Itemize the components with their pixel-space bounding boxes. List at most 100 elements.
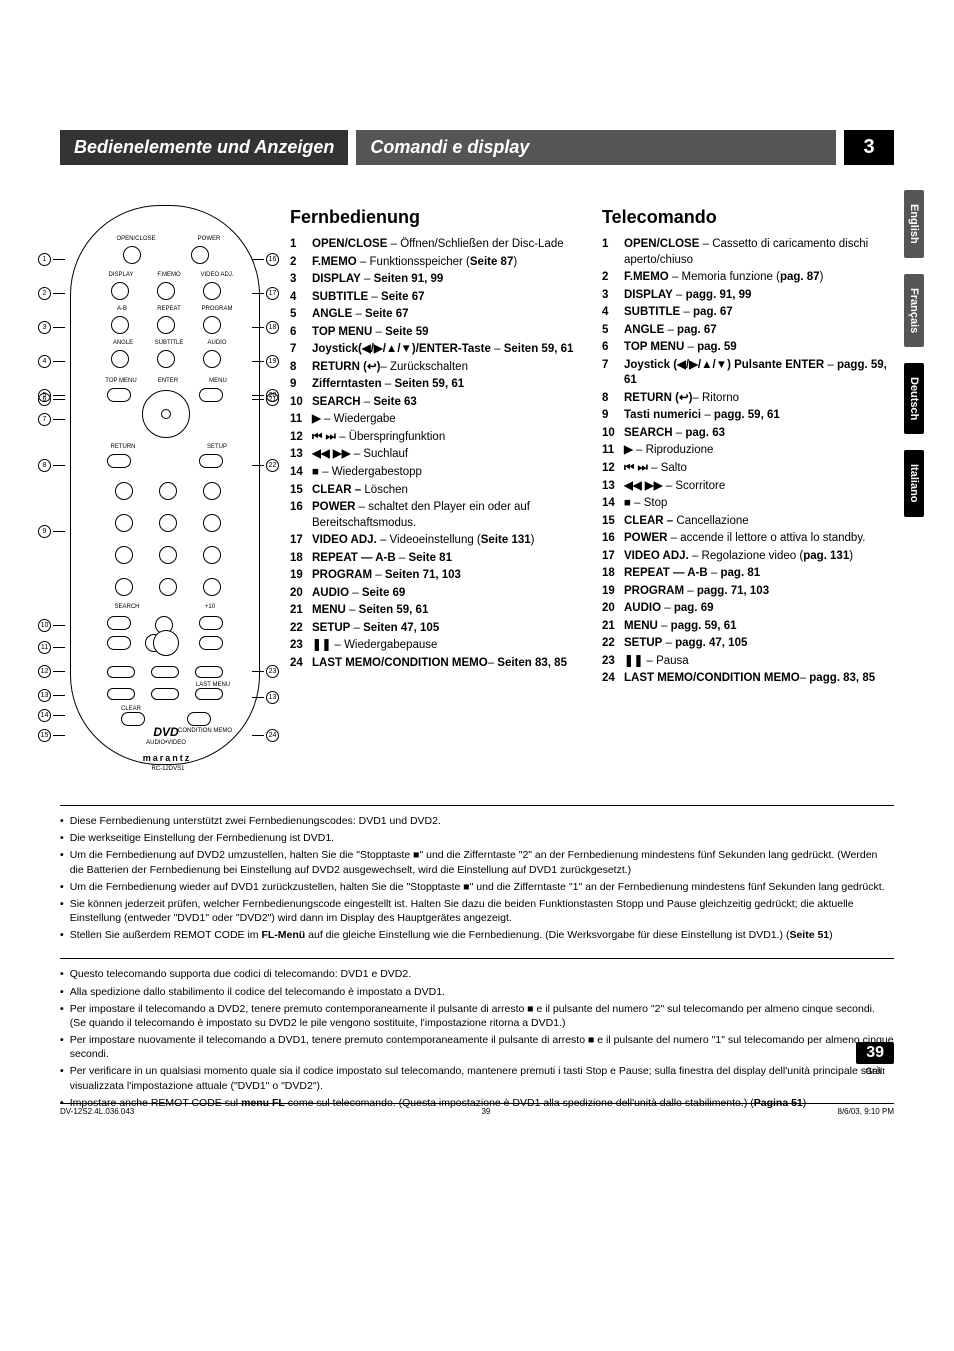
callout-left: 14 [38, 709, 65, 722]
remote-button [151, 666, 179, 678]
remote-button [187, 712, 211, 726]
legend-item: 6TOP MENU – pag. 59 [602, 340, 894, 356]
legend-item: 13◀◀ ▶▶ – Suchlauf [290, 447, 582, 463]
remote-label: ANGLE [105, 340, 141, 346]
legend-item: 9Tasti numerici – pagg. 59, 61 [602, 408, 894, 424]
legend-item: 19PROGRAM – pagg. 71, 103 [602, 584, 894, 600]
remote-button [203, 482, 221, 500]
remote-button [107, 666, 135, 678]
remote-label: OPEN/CLOSE [111, 236, 161, 242]
legend-item: 17VIDEO ADJ. – Videoeinstellung (Seite 1… [290, 533, 582, 549]
remote-button [191, 246, 209, 264]
remote-label: +10 [195, 604, 225, 610]
remote-label: RETURN [103, 444, 143, 450]
remote-button [107, 616, 131, 630]
remote-label: AUDIO•VIDEO [141, 740, 191, 746]
legend-item: 18REPEAT — A-B – pag. 81 [602, 566, 894, 582]
callout-left: 8 [38, 459, 65, 472]
lang-tab-italiano: Italiano [904, 450, 924, 517]
note-item: Per impostare nuovamente il telecomando … [60, 1033, 894, 1061]
legend-item: 2F.MEMO – Funktionsspeicher (Seite 87) [290, 255, 582, 271]
legend-item: 7Joystick(◀/▶/▲/▼)/ENTER-Taste – Seiten … [290, 342, 582, 358]
remote-label: SUBTITLE [147, 340, 191, 346]
remote-drawing: OPEN/CLOSEPOWERDISPLAYF.MEMOVIDEO ADJ.A-… [70, 205, 260, 765]
remote-button [203, 350, 221, 368]
legend-item: 12⏮ ⏭ – Salto [602, 461, 894, 477]
legend-item: 11▶ – Riproduzione [602, 443, 894, 459]
callout-left: 11 [38, 641, 65, 654]
legend-item: 8RETURN (↩)– Ritorno [602, 391, 894, 407]
remote-button [199, 636, 223, 650]
remote-button [199, 388, 223, 402]
legend-item: 14■ – Wiedergabestopp [290, 465, 582, 481]
remote-button [115, 578, 133, 596]
callout-left: 15 [38, 729, 65, 742]
remote-button [111, 282, 129, 300]
remote-button [157, 316, 175, 334]
remote-label: ENTER [151, 378, 185, 384]
remote-button [157, 350, 175, 368]
remote-button [151, 688, 179, 700]
legend-item: 4SUBTITLE – pag. 67 [602, 305, 894, 321]
remote-label: SEARCH [107, 604, 147, 610]
callout-left: 6 [38, 393, 65, 406]
callout-right: 18 [252, 321, 279, 334]
remote-label: REPEAT [149, 306, 189, 312]
lang-tab-français: Français [904, 274, 924, 347]
legend-item: 4SUBTITLE – Seite 67 [290, 290, 582, 306]
remote-label: MENU [201, 378, 235, 384]
remote-label: RC-12DVS1 [143, 766, 193, 772]
remote-button [195, 688, 223, 700]
notes-german: Diese Fernbedienung unterstützt zwei Fer… [60, 805, 894, 942]
main-columns: 123456789101112131415 OPEN/CLOSEPOWERDIS… [60, 205, 894, 765]
legend-list-de: 1OPEN/CLOSE – Öffnen/Schließen der Disc-… [290, 237, 582, 671]
callout-right: 17 [252, 287, 279, 300]
remote-label: LAST MENU [193, 682, 233, 688]
legend-item: 20AUDIO – Seite 69 [290, 586, 582, 602]
remote-button [115, 482, 133, 500]
remote-button [199, 616, 223, 630]
legend-item: 24LAST MEMO/CONDITION MEMO– Seiten 83, 8… [290, 656, 582, 672]
footer-doc-id: DV-12S2.4L.036.043 [60, 1107, 134, 1116]
remote-button [203, 282, 221, 300]
legend-item: 23❚❚ – Wiedergabepause [290, 638, 582, 654]
remote-button [111, 316, 129, 334]
legend-item: 22SETUP – Seiten 47, 105 [290, 621, 582, 637]
note-item: Questo telecomando supporta due codici d… [60, 967, 894, 981]
remote-label: TOP MENU [99, 378, 143, 384]
callout-right: 24 [252, 729, 279, 742]
page: Bedienelemente und Anzeigen Comandi e di… [0, 0, 954, 1186]
remote-diagram-column: 123456789101112131415 OPEN/CLOSEPOWERDIS… [60, 205, 270, 765]
legend-german: Fernbedienung 1OPEN/CLOSE – Öffnen/Schli… [290, 205, 582, 765]
legend-item: 7Joystick (◀/▶/▲/▼) Pulsante ENTER – pag… [602, 358, 894, 389]
note-item: Alla spedizione dallo stabilimento il co… [60, 985, 894, 999]
remote-button [115, 546, 133, 564]
legend-item: 15CLEAR – Cancellazione [602, 514, 894, 530]
remote-button [115, 514, 133, 532]
legend-item: 20AUDIO – pag. 69 [602, 601, 894, 617]
remote-label: DVD [141, 726, 191, 738]
legend-item: 3DISPLAY – Seiten 91, 99 [290, 272, 582, 288]
callout-left: 4 [38, 355, 65, 368]
note-item: Per verificare in un qualsiasi momento q… [60, 1064, 894, 1092]
remote-button [107, 688, 135, 700]
legend-item: 14■ – Stop [602, 496, 894, 512]
remote-button [203, 514, 221, 532]
remote-button [111, 350, 129, 368]
remote-button [121, 712, 145, 726]
page-number: 39 [856, 1042, 894, 1064]
remote-button [157, 282, 175, 300]
note-item: Sie können jederzeit prüfen, welcher Fer… [60, 897, 894, 925]
callout-left: 10 [38, 619, 65, 632]
remote-button [195, 666, 223, 678]
page-number-sub: Ge/It [856, 1066, 894, 1076]
legend-item: 13◀◀ ▶▶ – Scorritore [602, 479, 894, 495]
remote-label: F.MEMO [149, 272, 189, 278]
callout-left: 1 [38, 253, 65, 266]
language-tabs: EnglishFrançaisDeutschItaliano [904, 190, 924, 517]
remote-button [159, 514, 177, 532]
legend-item: 6TOP MENU – Seite 59 [290, 325, 582, 341]
header-title-it: Comandi e display [356, 130, 836, 165]
remote-label: A-B [107, 306, 137, 312]
legend-item: 15CLEAR – Löschen [290, 483, 582, 499]
